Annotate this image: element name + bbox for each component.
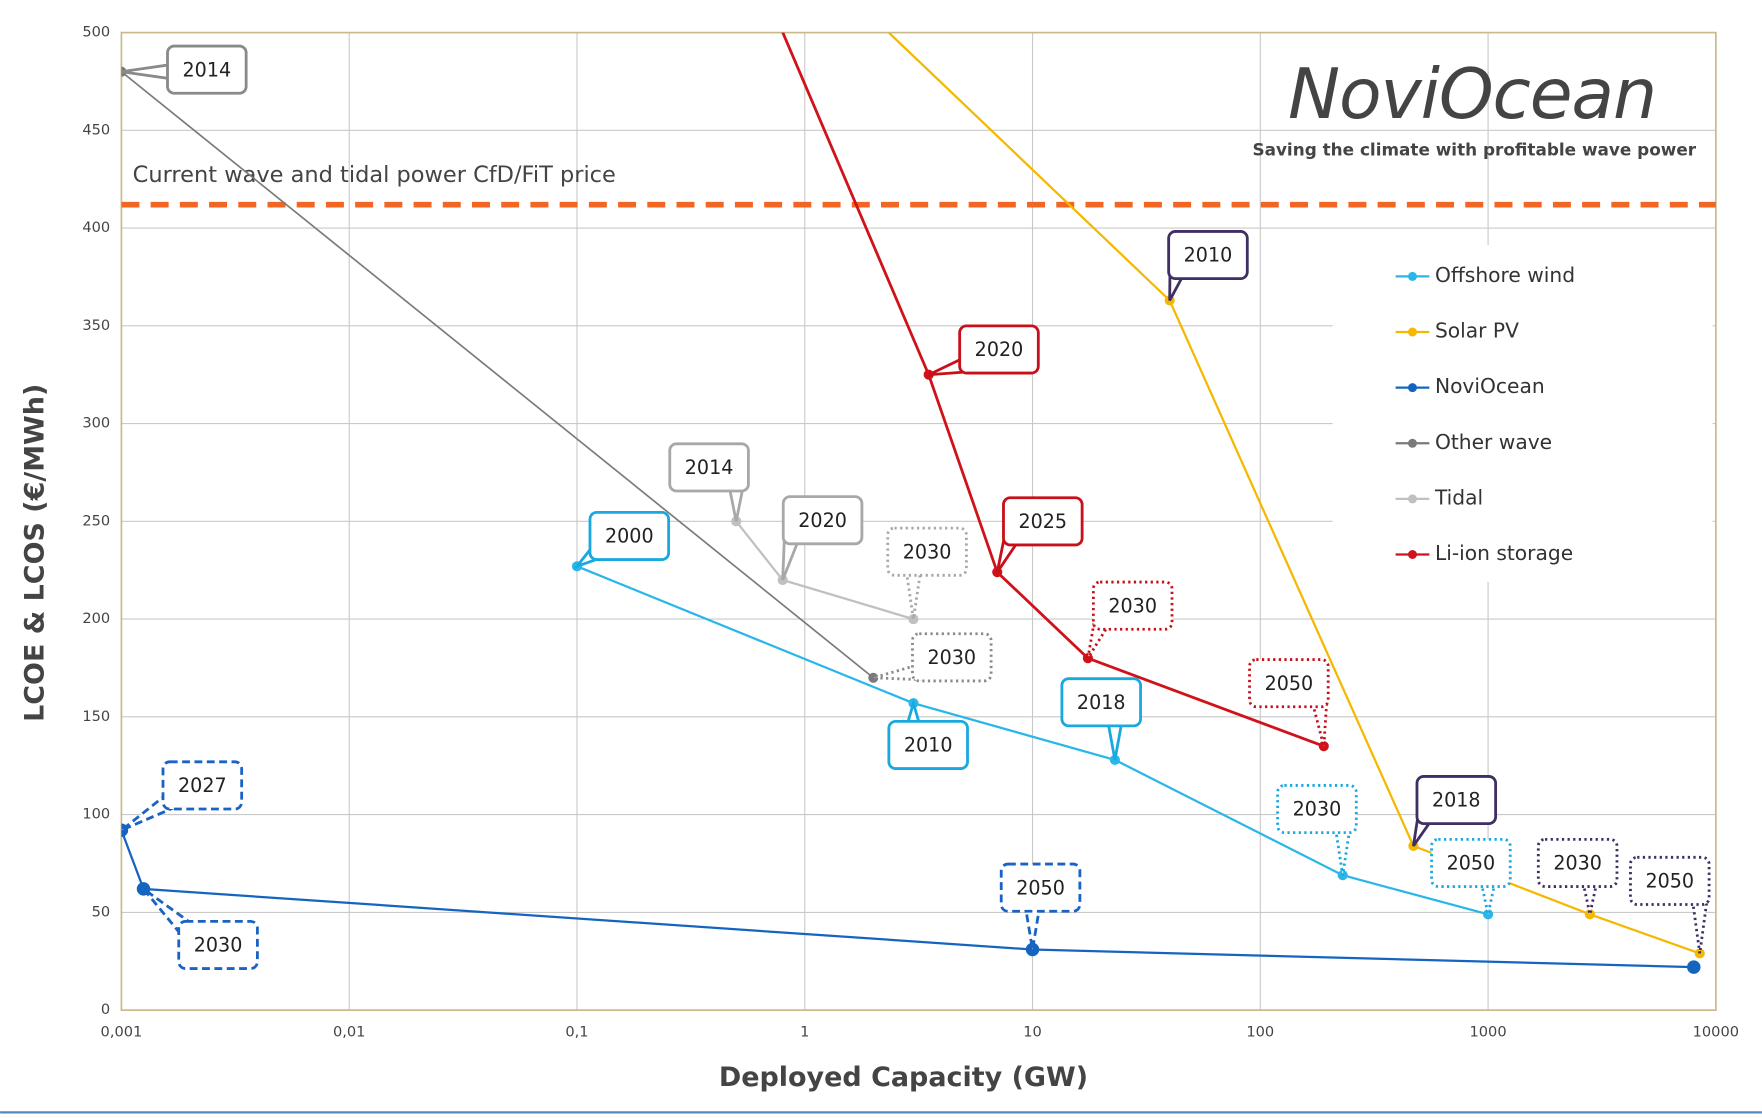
- callout-label: 2050: [1645, 870, 1694, 893]
- data-point: [1687, 960, 1701, 974]
- callout-cover: [961, 328, 1037, 371]
- callout-cover: [169, 48, 244, 92]
- y-tick-label: 500: [82, 24, 110, 41]
- y-tick-label: 400: [82, 219, 110, 236]
- callout-cover: [1279, 787, 1355, 831]
- callout-label: 2014: [183, 58, 232, 81]
- y-tick-label: 300: [82, 415, 110, 432]
- series-line: [121, 71, 874, 679]
- callout-tail: [904, 566, 923, 620]
- data-point: [1025, 942, 1040, 957]
- x-tick-label: 0,001: [101, 1024, 143, 1041]
- callout-label: 2030: [1293, 798, 1342, 821]
- callout-label: 2014: [685, 456, 734, 479]
- callout-label: 2050: [1447, 852, 1496, 875]
- y-tick-label: 200: [82, 610, 110, 627]
- callout-cover: [914, 635, 989, 679]
- callout-label: 2030: [194, 934, 243, 957]
- callout-label: 2018: [1077, 691, 1126, 714]
- callout-label: 2010: [1184, 244, 1233, 267]
- callout-tail: [1310, 696, 1329, 747]
- callout-label: 2050: [1265, 672, 1314, 695]
- callout-cover: [1005, 500, 1080, 543]
- callout-cover: [1419, 778, 1494, 822]
- callout-cover: [180, 923, 256, 967]
- callout-label: 2000: [605, 525, 654, 548]
- callout-label: 2020: [798, 509, 847, 532]
- y-axis-title: LCOE & LCOS (€/MWh): [20, 384, 51, 722]
- legend-box: [1332, 244, 1713, 583]
- y-tick-label: 450: [82, 121, 110, 138]
- legend-marker: [1407, 327, 1417, 337]
- x-tick-label: 1000: [1470, 1024, 1507, 1041]
- y-tick-label: 0: [101, 1001, 110, 1018]
- x-tick-label: 1: [800, 1024, 809, 1041]
- callout-cover: [1170, 233, 1246, 277]
- legend-label: Li-ion storage: [1435, 541, 1573, 565]
- callout-label: 2030: [927, 646, 976, 669]
- callout-label: 2030: [903, 540, 952, 563]
- legend-marker: [1407, 550, 1417, 559]
- x-tick-label: 0,01: [333, 1024, 366, 1041]
- callout-tail: [1690, 895, 1710, 954]
- logo-name: NoviOcean: [1288, 54, 1656, 135]
- callout-label: 2020: [975, 338, 1024, 361]
- legend-label: Other wave: [1435, 430, 1552, 454]
- callout-cover: [785, 498, 860, 542]
- logo-tagline: Saving the climate with profitable wave …: [1252, 140, 1696, 160]
- callout-label: 2027: [178, 774, 227, 797]
- callout-cover: [1433, 841, 1508, 885]
- legend-marker: [1407, 494, 1417, 504]
- legend-marker: [1407, 383, 1417, 393]
- callout-label: 2050: [1016, 876, 1065, 899]
- callout-tail: [1023, 902, 1042, 950]
- callout-cover: [1251, 661, 1326, 705]
- x-tick-label: 100: [1246, 1024, 1274, 1041]
- legend-label: Solar PV: [1435, 319, 1519, 343]
- callout-label: 2030: [1553, 852, 1602, 875]
- y-tick-label: 350: [82, 317, 110, 334]
- legend-label: Tidal: [1434, 485, 1483, 509]
- plot-frame: [120, 31, 1717, 1011]
- legend-marker: [1407, 438, 1417, 448]
- callout-label: 2030: [1108, 594, 1157, 617]
- x-tick-label: 10: [1023, 1024, 1042, 1041]
- y-tick-label: 50: [92, 903, 111, 920]
- callout-tail: [1105, 716, 1125, 761]
- x-tick-label: 10000: [1693, 1024, 1739, 1041]
- callout-label: 2010: [904, 734, 953, 757]
- callout-cover: [165, 764, 240, 807]
- callout-tail: [872, 662, 923, 682]
- callout-cover: [1632, 859, 1707, 903]
- callout-cover: [672, 446, 747, 489]
- callout-label: 2025: [1019, 510, 1068, 533]
- y-tick-label: 100: [82, 806, 110, 823]
- callout-cover: [891, 723, 966, 767]
- x-axis-title: Deployed Capacity (GW): [719, 1062, 1088, 1093]
- callout-tail: [121, 62, 177, 81]
- x-tick-label: 0,1: [565, 1024, 588, 1041]
- y-tick-label: 250: [82, 512, 110, 529]
- callout-cover: [1095, 584, 1170, 627]
- series-line: [121, 829, 1694, 969]
- callout-cover: [592, 514, 667, 558]
- legend-label: Offshore wind: [1435, 263, 1575, 287]
- y-tick-label: 150: [82, 708, 110, 725]
- callout-cover: [889, 530, 965, 574]
- callout-cover: [1003, 866, 1078, 910]
- reference-label: Current wave and tidal power CfD/FiT pri…: [133, 162, 616, 188]
- callout-cover: [1540, 841, 1615, 885]
- legend-label: NoviOcean: [1435, 374, 1545, 398]
- callout-cover: [1064, 680, 1139, 724]
- legend-marker: [1407, 271, 1417, 281]
- callout-tail: [1333, 823, 1352, 876]
- callout-label: 2018: [1432, 789, 1481, 812]
- callout-tail: [120, 792, 177, 832]
